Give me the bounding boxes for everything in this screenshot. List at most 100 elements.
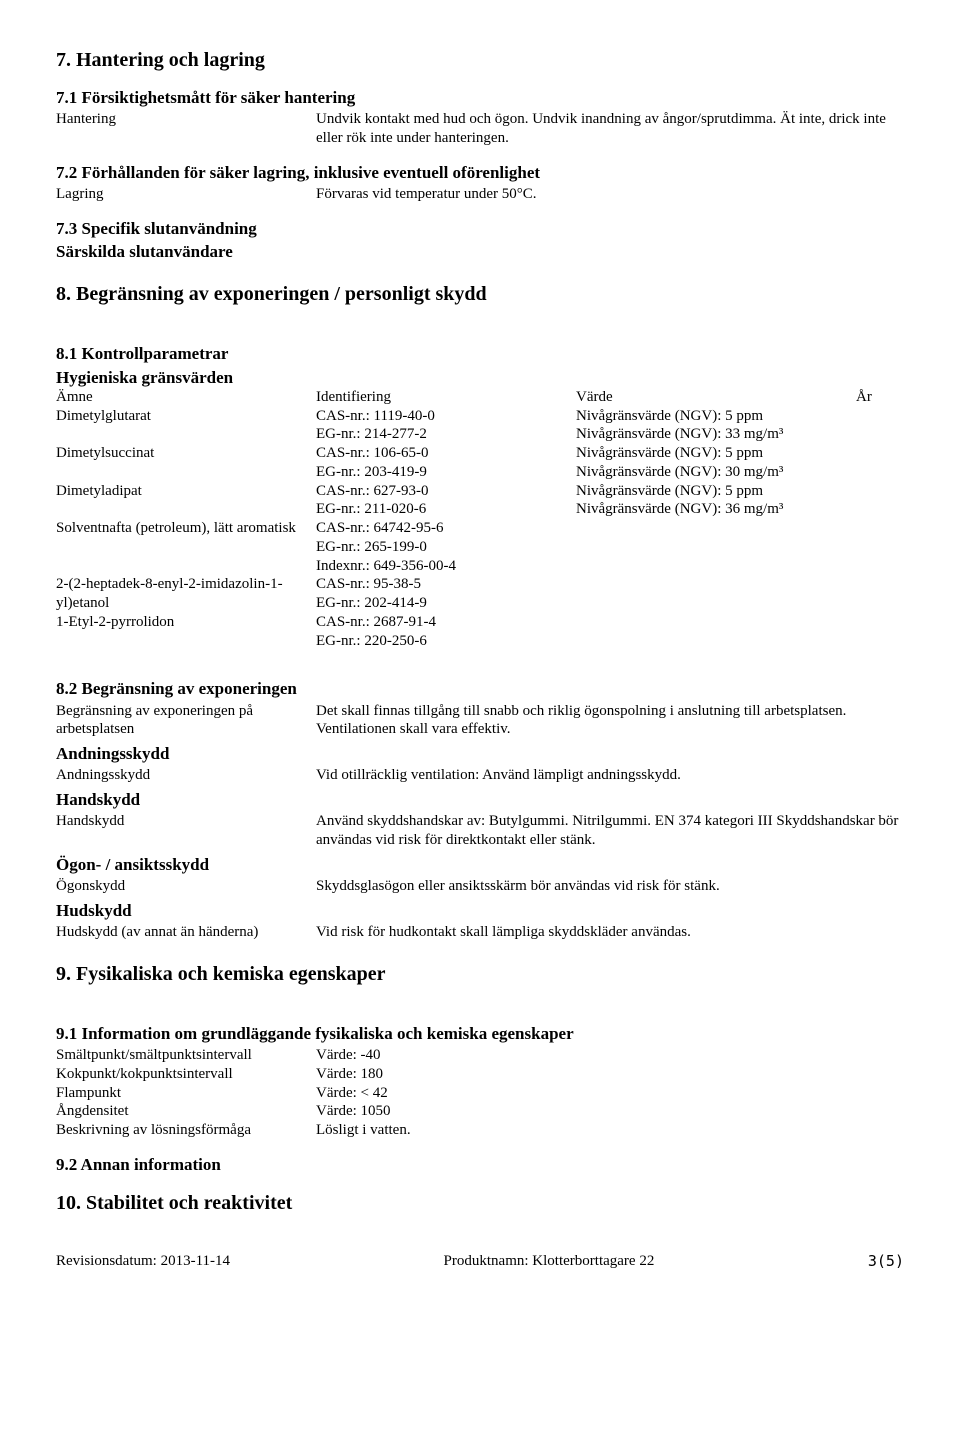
limits-cell: 2-(2-heptadek-8-enyl-2-imidazolin-1-yl)e… — [56, 575, 316, 613]
prop-row: Ångdensitet Värde: 1050 — [56, 1102, 904, 1121]
limits-cell — [856, 519, 904, 538]
limits-cell — [576, 594, 856, 613]
prop-row: Smältpunkt/smältpunktsintervall Värde: -… — [56, 1046, 904, 1065]
limits-cell: CAS-nr.: 2687-91-4 — [316, 613, 576, 632]
limits-cell: EG-nr.: 202-414-9 — [316, 594, 576, 613]
prop-label: Ångdensitet — [56, 1102, 316, 1121]
section-7-2-title: 7.2 Förhållanden för säker lagring, inkl… — [56, 162, 904, 183]
limits-cell: EG-nr.: 265-199-0 — [316, 538, 576, 557]
limits-cell: Nivågränsvärde (NGV): 30 mg/m³ — [576, 463, 856, 482]
limits-cell: Nivågränsvärde (NGV): 5 ppm — [576, 482, 856, 501]
limits-cell: CAS-nr.: 95-38-5 — [316, 575, 576, 594]
eye-label: Ögonskydd — [56, 877, 316, 896]
limits-cell — [576, 632, 856, 651]
limits-cell — [856, 407, 904, 426]
limits-cell — [856, 557, 904, 576]
limits-cell — [856, 500, 904, 519]
respiratory-row: Andningsskydd Vid otillräcklig ventilati… — [56, 766, 904, 785]
limits-hdr-varde: Värde — [576, 388, 856, 407]
prop-row: Beskrivning av lösningsförmåga Lösligt i… — [56, 1121, 904, 1140]
limits-cell — [576, 557, 856, 576]
prop-value: Lösligt i vatten. — [316, 1121, 904, 1140]
limits-hdr-amne: Ämne — [56, 388, 316, 407]
respiratory-label: Andningsskydd — [56, 766, 316, 785]
limits-cell: Dimetyladipat — [56, 482, 316, 520]
prop-label: Flampunkt — [56, 1084, 316, 1103]
limits-cell: EG-nr.: 203-419-9 — [316, 463, 576, 482]
limits-cell — [856, 632, 904, 651]
section-9-title: 9. Fysikaliska och kemiska egenskaper — [56, 962, 904, 987]
limits-cell: EG-nr.: 211-020-6 — [316, 500, 576, 519]
hand-label: Handskydd — [56, 812, 316, 850]
limits-cell: Dimetylglutarat — [56, 407, 316, 445]
prop-label: Kokpunkt/kokpunktsintervall — [56, 1065, 316, 1084]
limits-cell: EG-nr.: 220-250-6 — [316, 632, 576, 651]
hand-row: Handskydd Använd skyddshandskar av: Buty… — [56, 812, 904, 850]
section-7-1-title: 7.1 Försiktighetsmått för säker hanterin… — [56, 87, 904, 108]
section-8-1-sub: Hygieniska gränsvärden — [56, 367, 904, 388]
footer-product-name: Produktnamn: Klotterborttagare 22 — [444, 1252, 655, 1271]
prop-label: Smältpunkt/smältpunktsintervall — [56, 1046, 316, 1065]
storage-value: Förvaras vid temperatur under 50°C. — [316, 185, 904, 204]
limits-cell — [576, 613, 856, 632]
limits-cell — [856, 425, 904, 444]
prop-value: Värde: < 42 — [316, 1084, 904, 1103]
prop-value: Värde: -40 — [316, 1046, 904, 1065]
eye-row: Ögonskydd Skyddsglasögon eller ansiktssk… — [56, 877, 904, 896]
section-7-title: 7. Hantering och lagring — [56, 48, 904, 73]
limits-cell: Nivågränsvärde (NGV): 36 mg/m³ — [576, 500, 856, 519]
limits-table: Ämne Identifiering Värde År Dimetylgluta… — [56, 388, 904, 651]
limits-cell: Indexnr.: 649-356-00-4 — [316, 557, 576, 576]
prop-label: Beskrivning av lösningsförmåga — [56, 1121, 316, 1140]
limits-cell: Solventnafta (petroleum), lätt aromatisk — [56, 519, 316, 575]
exposure-general-row: Begränsning av exponeringen på arbetspla… — [56, 702, 904, 740]
limits-cell: CAS-nr.: 1119-40-0 — [316, 407, 576, 426]
prop-value: Värde: 180 — [316, 1065, 904, 1084]
limits-cell: EG-nr.: 214-277-2 — [316, 425, 576, 444]
skin-row: Hudskydd (av annat än händerna) Vid risk… — [56, 923, 904, 942]
limits-cell — [856, 444, 904, 463]
prop-row: Flampunkt Värde: < 42 — [56, 1084, 904, 1103]
exposure-general-value: Det skall finnas tillgång till snabb och… — [316, 702, 904, 740]
prop-row: Kokpunkt/kokpunktsintervall Värde: 180 — [56, 1065, 904, 1084]
section-8-2-title: 8.2 Begränsning av exponeringen — [56, 678, 904, 699]
skin-value: Vid risk för hudkontakt skall lämpliga s… — [316, 923, 904, 942]
limits-cell: CAS-nr.: 627-93-0 — [316, 482, 576, 501]
limits-cell — [856, 463, 904, 482]
eye-value: Skyddsglasögon eller ansiktsskärm bör an… — [316, 877, 904, 896]
section-7-3-title: 7.3 Specifik slutanvändning — [56, 218, 904, 239]
limits-cell: Nivågränsvärde (NGV): 33 mg/m³ — [576, 425, 856, 444]
skin-title: Hudskydd — [56, 900, 904, 921]
limits-cell — [576, 575, 856, 594]
storage-row: Lagring Förvaras vid temperatur under 50… — [56, 185, 904, 204]
section-9-1-title: 9.1 Information om grundläggande fysikal… — [56, 1023, 904, 1044]
handling-row: Hantering Undvik kontakt med hud och ögo… — [56, 110, 904, 148]
limits-cell: CAS-nr.: 64742-95-6 — [316, 519, 576, 538]
limits-cell — [856, 575, 904, 594]
limits-cell — [856, 613, 904, 632]
limits-cell — [576, 519, 856, 538]
section-9-2-title: 9.2 Annan information — [56, 1154, 904, 1175]
hand-value: Använd skyddshandskar av: Butylgummi. Ni… — [316, 812, 904, 850]
respiratory-value: Vid otillräcklig ventilation: Använd läm… — [316, 766, 904, 785]
limits-cell — [856, 482, 904, 501]
limits-cell — [856, 594, 904, 613]
section-7-3-sub: Särskilda slutanvändare — [56, 241, 904, 262]
footer-page-number: 3(5) — [868, 1252, 904, 1271]
storage-label: Lagring — [56, 185, 316, 204]
page-footer: Revisionsdatum: 2013-11-14 Produktnamn: … — [56, 1252, 904, 1271]
section-10-title: 10. Stabilitet och reaktivitet — [56, 1191, 904, 1216]
limits-cell — [576, 538, 856, 557]
skin-label: Hudskydd (av annat än händerna) — [56, 923, 316, 942]
limits-cell: Nivågränsvärde (NGV): 5 ppm — [576, 407, 856, 426]
limits-cell: CAS-nr.: 106-65-0 — [316, 444, 576, 463]
limits-hdr-id: Identifiering — [316, 388, 576, 407]
section-8-1-title: 8.1 Kontrollparametrar — [56, 343, 904, 364]
handling-label: Hantering — [56, 110, 316, 148]
section-8-title: 8. Begränsning av exponeringen / personl… — [56, 282, 904, 307]
prop-value: Värde: 1050 — [316, 1102, 904, 1121]
limits-hdr-ar: År — [856, 388, 904, 407]
limits-cell: Nivågränsvärde (NGV): 5 ppm — [576, 444, 856, 463]
handling-value: Undvik kontakt med hud och ögon. Undvik … — [316, 110, 904, 148]
limits-cell: Dimetylsuccinat — [56, 444, 316, 482]
